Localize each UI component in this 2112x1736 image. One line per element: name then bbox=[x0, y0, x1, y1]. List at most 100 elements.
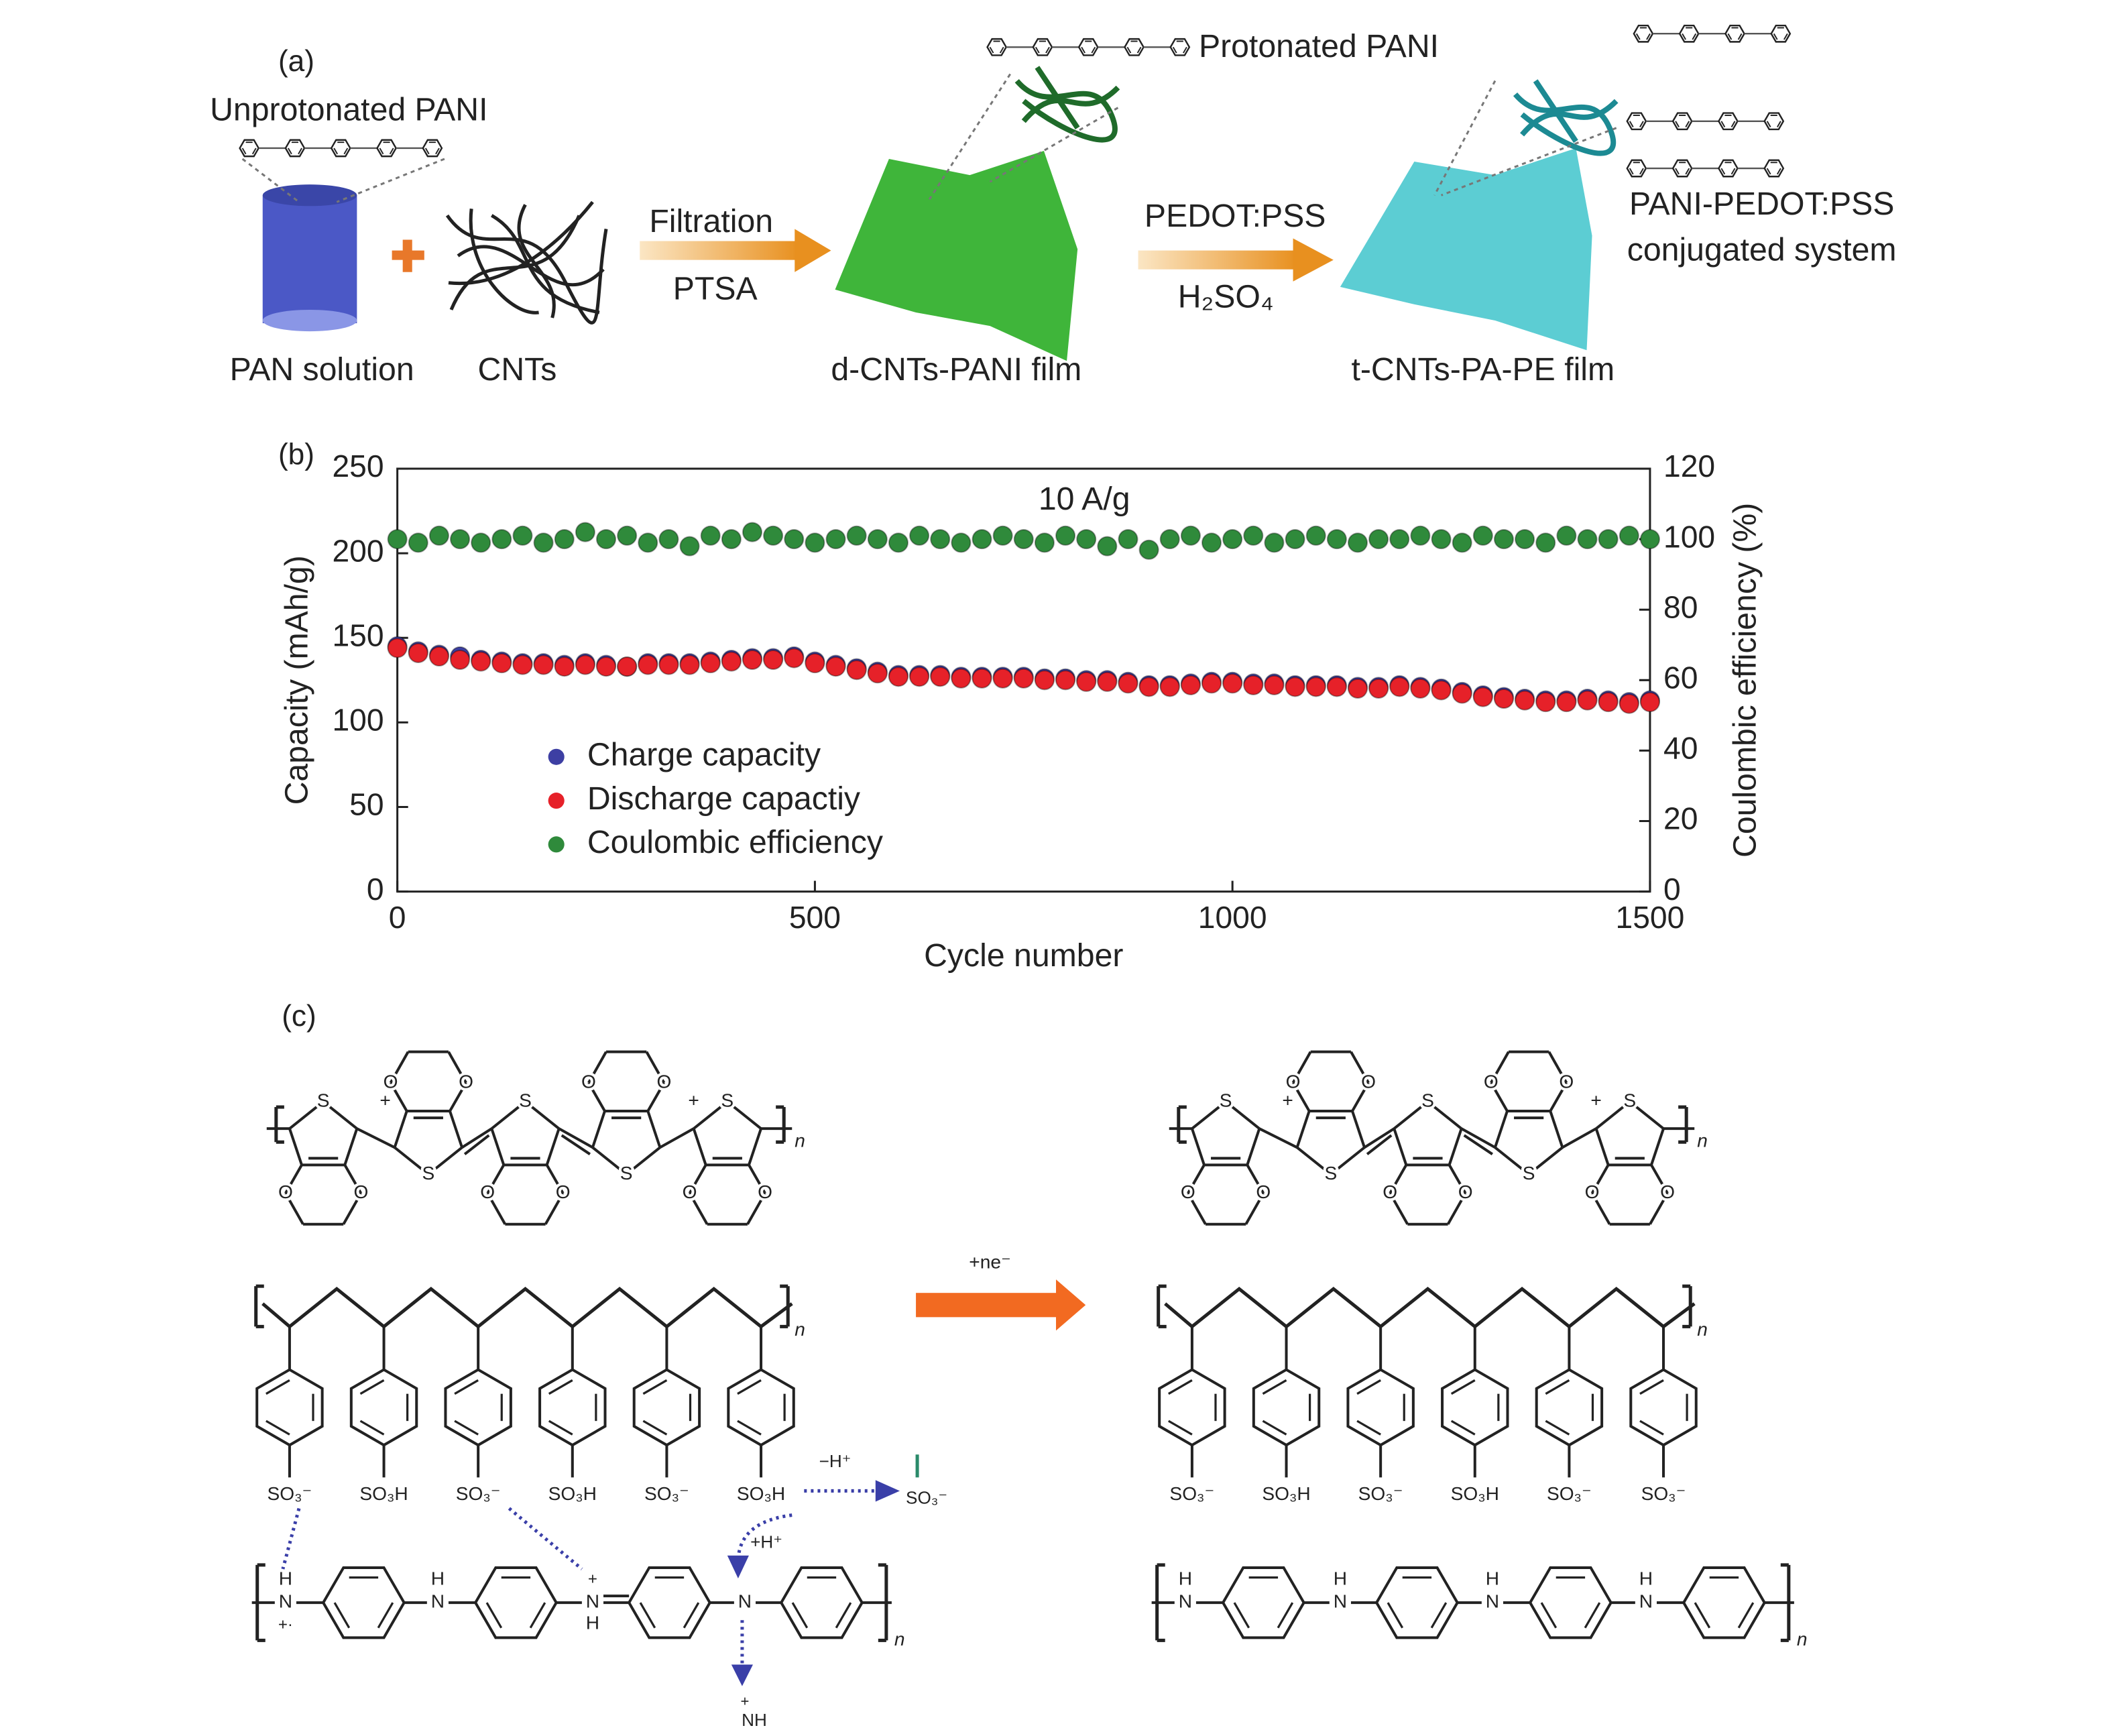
mini-ring bbox=[1077, 38, 1099, 56]
bond bbox=[1694, 1602, 1711, 1629]
data-point bbox=[1556, 692, 1577, 713]
bond bbox=[544, 1192, 565, 1225]
label: PTSA bbox=[673, 271, 758, 307]
bond bbox=[1730, 168, 1736, 175]
bond bbox=[683, 1602, 700, 1629]
data-point bbox=[930, 667, 951, 687]
data-point bbox=[575, 654, 595, 675]
data-point bbox=[825, 529, 846, 550]
data-point bbox=[1326, 677, 1347, 697]
bond bbox=[1635, 33, 1641, 40]
arrow bbox=[640, 241, 799, 260]
panel-label: (b) bbox=[278, 439, 314, 471]
atom-label: O bbox=[656, 1071, 671, 1092]
bond bbox=[1685, 121, 1690, 128]
bond bbox=[463, 1134, 490, 1155]
bond bbox=[342, 1192, 363, 1225]
data-point bbox=[1389, 677, 1410, 697]
bond bbox=[343, 1128, 359, 1166]
bond bbox=[1291, 1051, 1312, 1084]
bond bbox=[1091, 46, 1096, 54]
bond bbox=[835, 1602, 852, 1629]
bond bbox=[1737, 33, 1743, 40]
mini-ring bbox=[239, 139, 260, 158]
data-point bbox=[533, 532, 554, 553]
bond bbox=[1448, 1164, 1467, 1194]
data-point bbox=[1389, 529, 1410, 550]
mini-ring bbox=[1763, 159, 1785, 178]
bond bbox=[1545, 1379, 1570, 1395]
bond bbox=[1387, 1602, 1404, 1629]
bond bbox=[1639, 1379, 1664, 1395]
bond bbox=[693, 1100, 729, 1130]
beaker bbox=[262, 195, 357, 324]
data-point bbox=[909, 525, 930, 546]
bond bbox=[548, 1379, 573, 1395]
y2-tick-label: 40 bbox=[1663, 731, 1698, 766]
bond bbox=[1494, 1146, 1530, 1176]
data-point bbox=[972, 529, 992, 550]
bond bbox=[359, 1420, 385, 1436]
data-point bbox=[784, 529, 805, 550]
bond bbox=[545, 1128, 561, 1166]
bond bbox=[1190, 1128, 1206, 1166]
data-point bbox=[1619, 525, 1639, 546]
data-point bbox=[1598, 529, 1619, 550]
bond bbox=[1646, 33, 1651, 40]
annotation: 10 A/g bbox=[1039, 481, 1130, 517]
atom-label: H bbox=[1486, 1568, 1499, 1588]
data-point bbox=[1515, 529, 1535, 550]
data-point bbox=[1034, 670, 1055, 691]
atom-label: O bbox=[384, 1071, 398, 1092]
label: t-CNTs-PA-PE film bbox=[1351, 351, 1615, 388]
atom-label: N bbox=[1486, 1591, 1499, 1612]
bond bbox=[1427, 1100, 1462, 1130]
data-point bbox=[1118, 529, 1138, 550]
data-point bbox=[1055, 670, 1076, 691]
bond bbox=[1262, 1379, 1287, 1395]
atom-label: O bbox=[1181, 1181, 1195, 1202]
subscript: n bbox=[1697, 1131, 1708, 1151]
legend-marker bbox=[548, 748, 565, 765]
atom-label: S bbox=[1324, 1163, 1337, 1183]
atom-label: S bbox=[1623, 1090, 1636, 1110]
bond bbox=[1692, 33, 1697, 40]
arrow bbox=[1138, 250, 1297, 270]
subscript: n bbox=[1797, 1629, 1808, 1650]
atom-label: O bbox=[1286, 1071, 1301, 1092]
data-point bbox=[992, 668, 1013, 689]
data-point bbox=[700, 653, 721, 674]
atom-label: N bbox=[738, 1591, 752, 1612]
bond bbox=[427, 1146, 463, 1176]
charge: + bbox=[1282, 1090, 1293, 1110]
bond bbox=[1277, 1602, 1294, 1629]
ring bbox=[727, 1368, 795, 1447]
atom-label: O bbox=[1458, 1181, 1473, 1202]
bond bbox=[1675, 121, 1680, 128]
atom-label: S bbox=[721, 1090, 734, 1110]
bond bbox=[1363, 1127, 1395, 1149]
data-point bbox=[1556, 525, 1577, 546]
data-point bbox=[491, 653, 512, 674]
pss-group: SO₃H bbox=[1451, 1483, 1499, 1504]
bond bbox=[642, 1379, 668, 1395]
pss-group: SO₃⁻ bbox=[1641, 1483, 1686, 1504]
bond bbox=[1262, 1420, 1287, 1436]
bond bbox=[1187, 1192, 1207, 1225]
bond bbox=[1126, 46, 1132, 54]
ring bbox=[632, 1368, 701, 1447]
bond bbox=[1639, 121, 1644, 128]
data-point bbox=[554, 656, 575, 677]
label: PAN solution bbox=[230, 351, 414, 388]
x-tick-label: 1500 bbox=[1616, 900, 1685, 935]
ring bbox=[444, 1368, 512, 1447]
bond bbox=[394, 1146, 430, 1176]
data-point bbox=[1619, 693, 1639, 714]
data-point bbox=[1305, 677, 1326, 697]
pss-group: SO₃H bbox=[737, 1483, 785, 1504]
mini-ring bbox=[986, 38, 1008, 56]
bond bbox=[393, 1110, 408, 1148]
bond bbox=[1649, 1192, 1669, 1225]
data-point bbox=[1410, 678, 1431, 699]
data-point bbox=[805, 532, 825, 553]
